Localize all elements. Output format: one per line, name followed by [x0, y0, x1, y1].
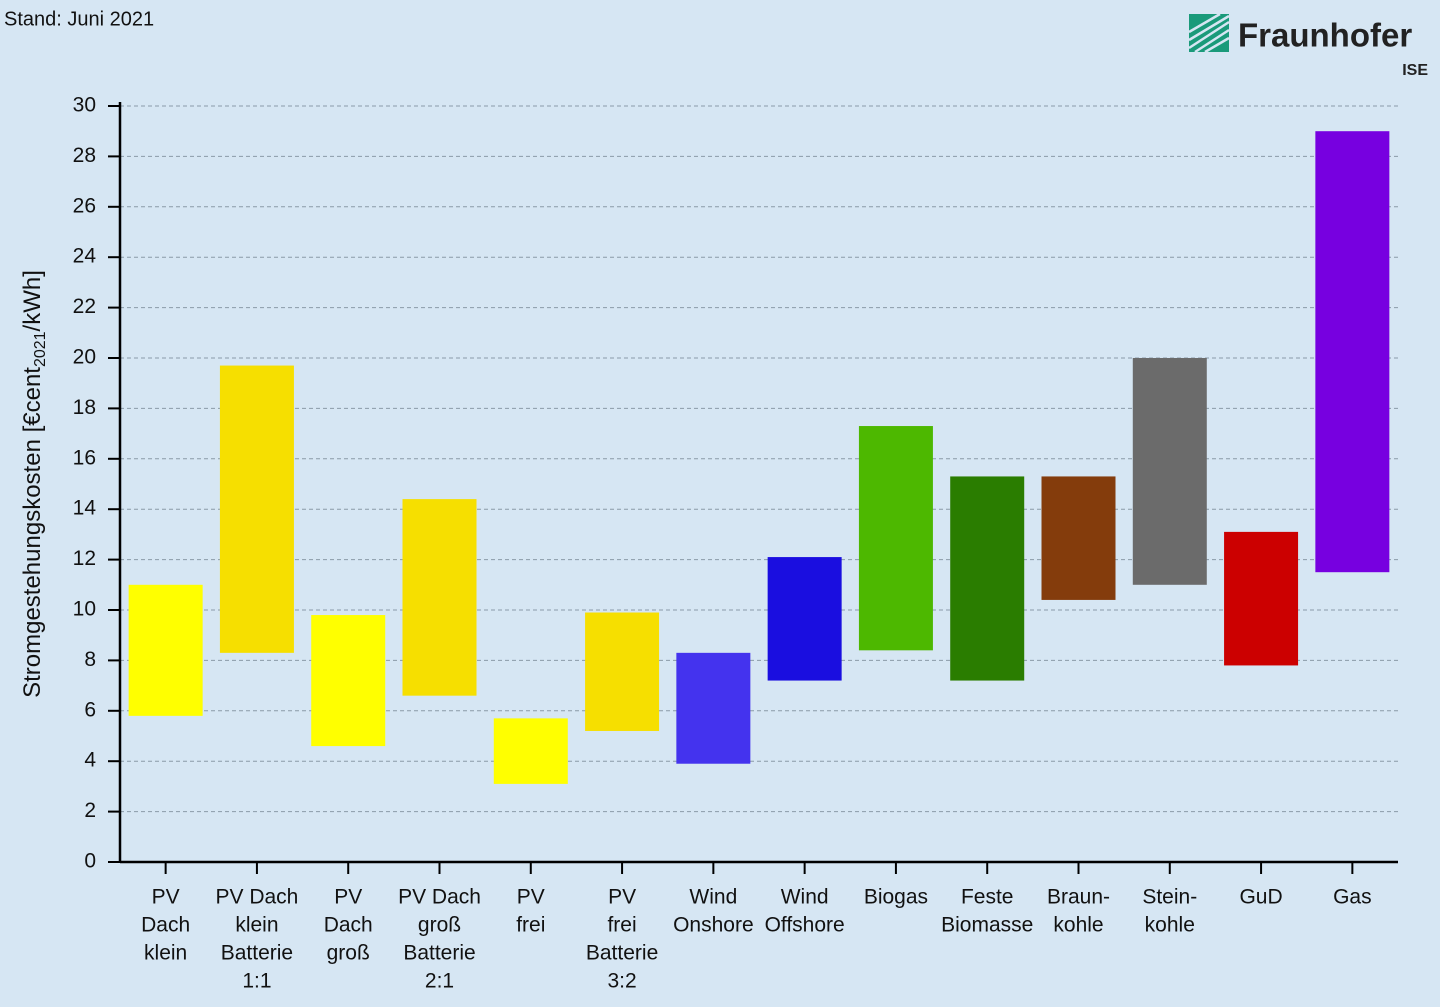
- x-tick-label: Dach: [324, 914, 373, 937]
- y-tick-label: 30: [73, 94, 96, 117]
- y-tick-label: 8: [84, 648, 96, 671]
- x-tick-label: Biogas: [864, 886, 928, 909]
- range-bar: [585, 612, 660, 731]
- y-tick-label: 22: [73, 295, 96, 318]
- x-tick-label: Feste: [961, 886, 1014, 909]
- range-bar: [311, 615, 386, 747]
- x-tick-label: GuD: [1239, 886, 1282, 909]
- x-tick-label: groß: [418, 914, 461, 937]
- note: Stand: Juni 2021: [4, 8, 154, 30]
- x-tick-label: kohle: [1145, 914, 1195, 937]
- y-tick-label: 20: [73, 346, 96, 369]
- x-tick-label: 2:1: [425, 970, 454, 993]
- y-tick-label: 4: [84, 749, 96, 772]
- x-tick-label: Wind: [781, 886, 829, 909]
- y-axis-label: Stromgestehungskosten [€cent2021/kWh]: [19, 270, 49, 698]
- x-tick-label: Gas: [1333, 886, 1372, 909]
- x-tick-label: Batterie: [403, 942, 475, 965]
- y-label-part: Stromgestehungskosten [€cent: [19, 367, 46, 698]
- x-tick-label: Dach: [141, 914, 190, 937]
- x-tick-label: Wind: [689, 886, 737, 909]
- y-label-part: /kWh]: [19, 270, 46, 331]
- x-tick-label: PV: [152, 886, 180, 909]
- range-bar: [676, 652, 751, 764]
- range-bar: [1132, 358, 1207, 585]
- x-tick-label: PV: [608, 886, 636, 909]
- x-tick-label: PV Dach: [398, 886, 481, 909]
- range-bar: [767, 557, 842, 681]
- range-bar: [402, 499, 477, 696]
- x-tick-label: Biomasse: [941, 914, 1033, 937]
- y-tick-label: 24: [73, 245, 97, 268]
- range-bar: [1041, 476, 1116, 600]
- logo-name: Fraunhofer: [1238, 17, 1412, 54]
- x-tick-label: Braun-: [1047, 886, 1110, 909]
- y-tick-label: 2: [84, 799, 96, 822]
- y-tick-label: 12: [73, 547, 96, 570]
- range-bar: [858, 426, 933, 651]
- x-tick-label: klein: [235, 914, 278, 937]
- x-tick-label: kohle: [1053, 914, 1103, 937]
- y-tick-label: 28: [73, 144, 96, 167]
- x-tick-label: PV Dach: [215, 886, 298, 909]
- x-tick-label: 3:2: [607, 970, 636, 993]
- range-bar: [950, 476, 1025, 681]
- y-tick-label: 0: [84, 850, 96, 873]
- x-tick-label: PV: [517, 886, 545, 909]
- range-bar: [493, 718, 568, 784]
- y-tick-label: 14: [73, 497, 97, 520]
- x-tick-label: groß: [327, 942, 370, 965]
- x-tick-label: Batterie: [586, 942, 658, 965]
- range-bar: [1224, 531, 1299, 666]
- y-tick-label: 16: [73, 446, 96, 469]
- range-bar: [219, 365, 294, 653]
- logo-icon: [1188, 12, 1230, 54]
- x-tick-label: Offshore: [765, 914, 845, 937]
- logo-unit: ISE: [1402, 62, 1428, 79]
- range-bar: [1315, 131, 1390, 573]
- y-tick-label: 6: [84, 698, 96, 721]
- x-tick-label: frei: [607, 914, 636, 937]
- y-tick-label: 26: [73, 194, 96, 217]
- x-tick-label: Onshore: [673, 914, 754, 937]
- x-tick-label: frei: [516, 914, 545, 937]
- x-tick-label: klein: [144, 942, 187, 965]
- y-label-sub: 2021: [32, 331, 49, 367]
- range-bar: [128, 584, 203, 716]
- x-tick-label: Stein-: [1142, 886, 1197, 909]
- x-tick-label: PV: [334, 886, 362, 909]
- y-tick-label: 10: [73, 598, 96, 621]
- x-tick-label: 1:1: [242, 970, 271, 993]
- y-tick-label: 18: [73, 396, 96, 419]
- x-tick-label: Batterie: [221, 942, 293, 965]
